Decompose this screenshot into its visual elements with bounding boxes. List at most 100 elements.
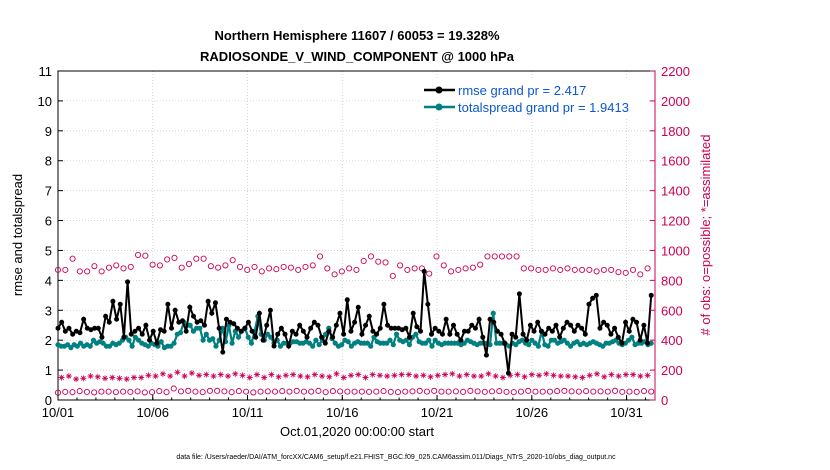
- rmse-point: [374, 331, 380, 337]
- rmse-point: [165, 301, 171, 307]
- obs-low-marker: [409, 388, 416, 395]
- rmse-point: [502, 340, 508, 346]
- obs-low-marker: [438, 388, 445, 395]
- totalspread-point: [535, 343, 541, 349]
- rmse-point: [469, 322, 475, 328]
- obs-possible-marker: [542, 266, 549, 273]
- obs-assimilated-marker: [253, 371, 260, 378]
- obs-possible-marker: [600, 266, 607, 273]
- obs-low-marker: [539, 388, 546, 395]
- rmse-point: [458, 337, 464, 343]
- rmse-point: [132, 328, 138, 334]
- totalspread-point: [490, 310, 496, 316]
- obs-low-marker: [257, 388, 264, 395]
- obs-assimilated-marker: [492, 373, 499, 380]
- rmse-point: [520, 331, 526, 337]
- obs-assimilated-marker: [391, 372, 398, 379]
- obs-possible-marker: [644, 265, 651, 272]
- rmse-point: [245, 319, 251, 325]
- obs-assimilated-marker: [58, 374, 65, 381]
- obs-possible-marker: [593, 268, 600, 275]
- rmse-point: [161, 328, 167, 334]
- obs-assimilated-marker: [499, 374, 506, 381]
- obs-assimilated-marker: [362, 374, 369, 381]
- rmse-point: [421, 268, 427, 274]
- y2-tick-label: 1800: [661, 124, 690, 139]
- obs-low-marker: [380, 388, 387, 395]
- rmse-point: [92, 325, 98, 331]
- obs-possible-marker: [164, 256, 171, 263]
- obs-possible-marker: [426, 270, 433, 277]
- rmse-point: [326, 328, 332, 334]
- obs-possible-marker: [382, 259, 389, 266]
- obs-assimilated-marker: [94, 373, 101, 380]
- rmse-point: [355, 304, 361, 310]
- rmse-point: [476, 316, 482, 322]
- rmse-point: [626, 328, 632, 334]
- rmse-point: [612, 325, 618, 331]
- totalspread-point: [339, 342, 345, 348]
- rmse-point: [513, 334, 519, 340]
- obs-low-marker: [611, 387, 619, 394]
- rmse-point: [377, 325, 383, 331]
- obs-assimilated-marker: [434, 372, 441, 379]
- rmse-point: [436, 328, 442, 334]
- obs-low-marker: [206, 387, 213, 394]
- obs-possible-marker: [433, 253, 440, 260]
- obs-assimilated-marker: [579, 374, 586, 381]
- obs-assimilated-marker: [463, 371, 470, 378]
- obs-assimilated-marker: [116, 375, 123, 382]
- obs-assimilated-marker: [565, 373, 572, 380]
- rmse-point: [450, 322, 456, 328]
- y2-tick-label: 1600: [661, 154, 690, 169]
- obs-possible-marker: [120, 265, 127, 272]
- obs-assimilated-marker: [442, 371, 449, 378]
- rmse-point: [333, 322, 339, 328]
- obs-possible-marker: [309, 262, 316, 269]
- obs-low-marker: [279, 388, 286, 395]
- obs-possible-marker: [84, 268, 91, 275]
- y2-axis-label: # of obs: o=possible; *=assimilated: [698, 135, 713, 336]
- y-tick-label: 5: [45, 243, 52, 258]
- y2-tick-label: 600: [661, 303, 683, 318]
- rmse-point: [147, 337, 153, 343]
- rmse-point: [425, 301, 431, 307]
- rmse-point: [410, 310, 416, 316]
- y-tick-label: 3: [45, 303, 52, 318]
- obs-possible-marker: [360, 257, 367, 264]
- rmse-point: [242, 325, 248, 331]
- rmse-point: [212, 300, 218, 306]
- rmse-point: [564, 319, 570, 325]
- obs-assimilated-marker: [333, 370, 340, 377]
- y-tick-label: 8: [45, 154, 52, 169]
- obs-assimilated-marker: [297, 373, 304, 380]
- rmse-point: [128, 331, 134, 337]
- obs-possible-marker: [608, 266, 615, 273]
- rmse-point: [319, 334, 325, 340]
- rmse-point: [553, 322, 559, 328]
- rmse-point: [630, 316, 636, 322]
- rmse-point: [286, 343, 292, 349]
- rmse-point: [608, 331, 614, 337]
- obs-possible-marker: [302, 263, 309, 270]
- rmse-point: [392, 325, 398, 331]
- rmse-point: [461, 328, 467, 334]
- obs-low-marker: [467, 387, 474, 394]
- y2-tick-label: 200: [661, 363, 683, 378]
- rmse-point: [571, 328, 577, 334]
- rmse-point: [348, 328, 354, 334]
- obs-assimilated-marker: [608, 371, 615, 378]
- rmse-point: [308, 325, 314, 331]
- obs-low-marker: [127, 388, 134, 395]
- obs-low-marker: [633, 388, 640, 395]
- obs-low-marker: [460, 388, 467, 395]
- obs-assimilated-marker: [420, 372, 427, 379]
- rmse-point: [597, 325, 603, 331]
- x-tick-label: 10/21: [421, 405, 454, 420]
- obs-possible-marker: [142, 252, 149, 259]
- obs-possible-series: [54, 251, 651, 279]
- obs-possible-marker: [215, 264, 222, 271]
- rmse-point: [505, 370, 511, 376]
- obs-low-marker: [351, 388, 358, 395]
- rmse-point: [190, 313, 196, 319]
